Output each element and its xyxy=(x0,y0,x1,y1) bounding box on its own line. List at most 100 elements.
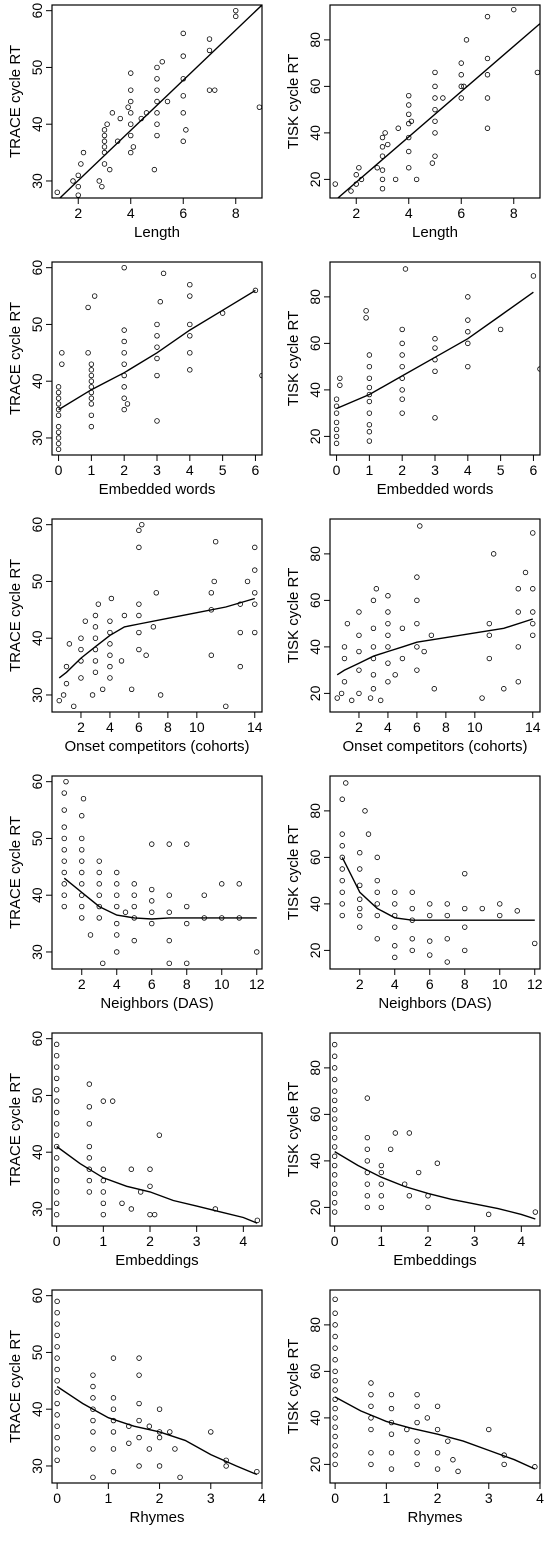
data-point xyxy=(458,95,464,101)
plot-frame xyxy=(51,4,263,199)
x-tick-label: 12 xyxy=(527,976,543,992)
data-point xyxy=(128,98,134,105)
data-point xyxy=(128,149,134,156)
data-point xyxy=(187,333,193,339)
data-point xyxy=(244,578,251,585)
data-point xyxy=(59,361,65,367)
y-tick-label: 60 xyxy=(29,260,45,276)
y-tick-label: 60 xyxy=(29,1288,45,1304)
data-point xyxy=(54,1446,60,1452)
data-point xyxy=(54,1378,60,1384)
data-point xyxy=(184,841,190,847)
data-point xyxy=(201,892,207,898)
data-point xyxy=(333,410,340,416)
x-axis-label: Embeddings xyxy=(115,1252,198,1269)
data-point xyxy=(136,601,142,607)
data-point xyxy=(167,1429,173,1435)
data-point xyxy=(348,188,354,194)
data-point xyxy=(101,132,108,139)
data-point xyxy=(434,1160,441,1166)
data-point xyxy=(252,287,259,294)
data-point xyxy=(338,690,345,697)
data-point xyxy=(256,104,262,110)
data-point xyxy=(339,901,345,907)
data-point xyxy=(364,1158,371,1164)
data-point xyxy=(465,363,471,370)
data-point xyxy=(180,110,186,116)
data-point xyxy=(399,396,405,402)
data-point xyxy=(490,551,497,557)
data-point xyxy=(154,321,160,328)
data-point xyxy=(107,641,113,647)
data-point xyxy=(110,1355,117,1361)
y-tick-label: 20 xyxy=(307,428,323,444)
y-tick-label: 50 xyxy=(29,1087,45,1103)
data-point xyxy=(440,95,446,101)
y-tick-label: 40 xyxy=(307,896,323,912)
y-tick-label: 40 xyxy=(29,887,45,903)
data-point xyxy=(53,1053,60,1059)
data-point xyxy=(154,110,160,116)
data-point xyxy=(75,183,81,190)
data-point xyxy=(53,1132,60,1138)
data-point xyxy=(337,375,343,381)
y-tick-label: 20 xyxy=(307,171,323,187)
data-point xyxy=(458,60,464,66)
data-point xyxy=(156,1406,163,1412)
data-point xyxy=(341,655,348,662)
data-point xyxy=(53,1177,60,1184)
data-point xyxy=(366,384,373,391)
data-point xyxy=(332,1424,338,1430)
data-point xyxy=(434,1450,441,1456)
data-point xyxy=(79,881,85,887)
data-point xyxy=(187,321,193,328)
y-tick-label: 30 xyxy=(29,944,45,960)
data-point xyxy=(128,110,134,116)
scatter-panel-1: 2 4 6 8 30 40 50 60 Length TRACE cycle RT xyxy=(7,3,263,241)
data-point xyxy=(366,422,373,428)
y-tick-label: 60 xyxy=(307,592,323,608)
data-point xyxy=(88,423,95,430)
data-point xyxy=(96,858,102,864)
y-tick-label: 40 xyxy=(29,373,45,389)
data-point xyxy=(331,1116,338,1122)
x-tick-label: 6 xyxy=(179,205,187,221)
data-point xyxy=(206,47,213,54)
data-point xyxy=(379,153,386,159)
data-point xyxy=(532,1209,539,1215)
data-point xyxy=(530,609,536,615)
data-point xyxy=(366,363,373,370)
trend-line xyxy=(59,5,262,198)
data-point xyxy=(392,176,399,183)
data-point xyxy=(131,881,137,887)
data-point xyxy=(92,669,99,675)
x-tick-label: 8 xyxy=(461,976,469,992)
plot-marks xyxy=(332,1296,538,1475)
data-point xyxy=(259,372,262,379)
data-point xyxy=(374,877,380,884)
plot-marks xyxy=(331,1041,539,1220)
data-point xyxy=(61,858,67,864)
x-tick-label: 1 xyxy=(382,1490,390,1506)
data-point xyxy=(60,692,67,698)
x-tick-label: 2 xyxy=(74,205,82,221)
data-point xyxy=(206,36,213,42)
x-tick-label: 6 xyxy=(148,976,156,992)
data-point xyxy=(414,644,420,650)
data-point xyxy=(139,521,145,528)
data-point xyxy=(331,1065,338,1071)
data-point xyxy=(331,1172,338,1178)
data-point xyxy=(332,1452,338,1458)
data-point xyxy=(54,1332,60,1339)
data-point xyxy=(368,1380,374,1386)
x-tick-label: 0 xyxy=(53,1233,61,1249)
data-point xyxy=(399,655,406,662)
data-point xyxy=(154,87,160,93)
data-point xyxy=(497,912,503,919)
data-point xyxy=(128,1206,135,1212)
data-point xyxy=(444,959,450,965)
data-point xyxy=(385,620,391,627)
data-point xyxy=(121,384,127,390)
data-point xyxy=(92,658,99,664)
data-point xyxy=(147,1211,153,1218)
